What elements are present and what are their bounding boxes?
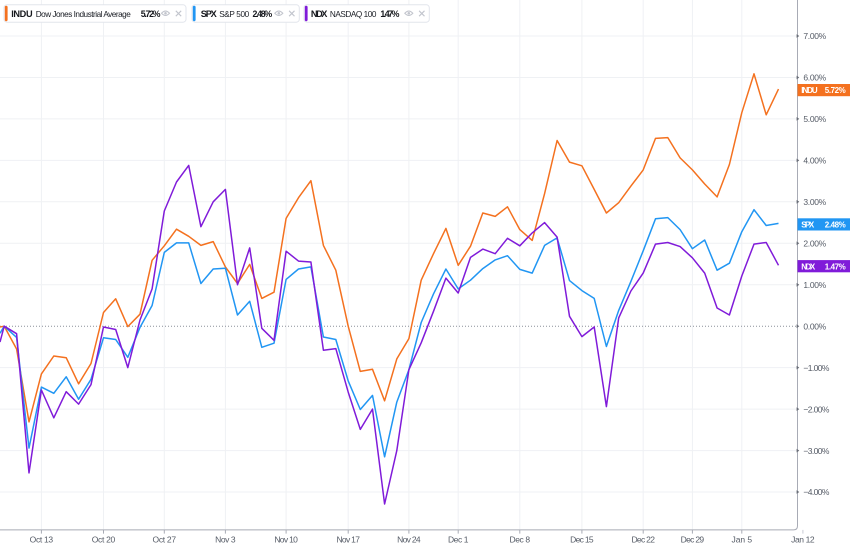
svg-text:7.00%: 7.00% [803,31,826,41]
svg-text:1.47%: 1.47% [825,262,846,271]
svg-text:Dec 29: Dec 29 [681,535,705,545]
svg-text:Nov 24: Nov 24 [397,535,421,545]
svg-text:1.47%: 1.47% [380,9,399,19]
svg-text:Dec 22: Dec 22 [631,535,655,545]
svg-text:−1.00%: −1.00% [803,363,829,373]
svg-text:−2.00%: −2.00% [803,404,829,414]
svg-text:NASDAQ 100: NASDAQ 100 [330,10,377,19]
svg-text:−4.00%: −4.00% [803,487,829,497]
svg-text:2.48%: 2.48% [825,221,846,230]
svg-text:NDX: NDX [801,262,816,271]
svg-text:5.72%: 5.72% [141,9,161,19]
svg-text:SPX: SPX [201,9,218,19]
svg-text:Dec 8: Dec 8 [510,535,531,545]
svg-text:Dec 15: Dec 15 [570,535,594,545]
svg-text:Oct 27: Oct 27 [153,535,177,545]
svg-text:Jan 12: Jan 12 [791,535,815,545]
svg-text:2.48%: 2.48% [253,9,273,19]
svg-text:Oct 13: Oct 13 [30,535,54,545]
svg-text:2.00%: 2.00% [803,239,826,249]
svg-text:1.00%: 1.00% [803,280,826,290]
svg-text:INDU: INDU [11,9,33,19]
svg-text:Dow Jones Industrial Average: Dow Jones Industrial Average [36,10,132,19]
svg-text:Nov 3: Nov 3 [215,535,236,545]
svg-text:−3.00%: −3.00% [803,446,829,456]
svg-text:S&P 500: S&P 500 [219,10,249,19]
svg-text:Oct 20: Oct 20 [92,535,116,545]
svg-text:0.00%: 0.00% [803,321,826,331]
svg-text:5.00%: 5.00% [803,114,826,124]
svg-text:6.00%: 6.00% [803,73,826,83]
svg-text:INDU: INDU [801,86,818,95]
svg-text:Nov 17: Nov 17 [336,535,360,545]
svg-text:Dec 1: Dec 1 [448,535,469,545]
svg-text:4.00%: 4.00% [803,156,826,166]
svg-text:SPX: SPX [801,221,815,230]
svg-text:5.72%: 5.72% [825,86,846,95]
svg-text:Nov 10: Nov 10 [274,535,298,545]
svg-text:Jan 5: Jan 5 [732,535,753,545]
svg-text:NDX: NDX [311,9,328,19]
svg-text:3.00%: 3.00% [803,197,826,207]
